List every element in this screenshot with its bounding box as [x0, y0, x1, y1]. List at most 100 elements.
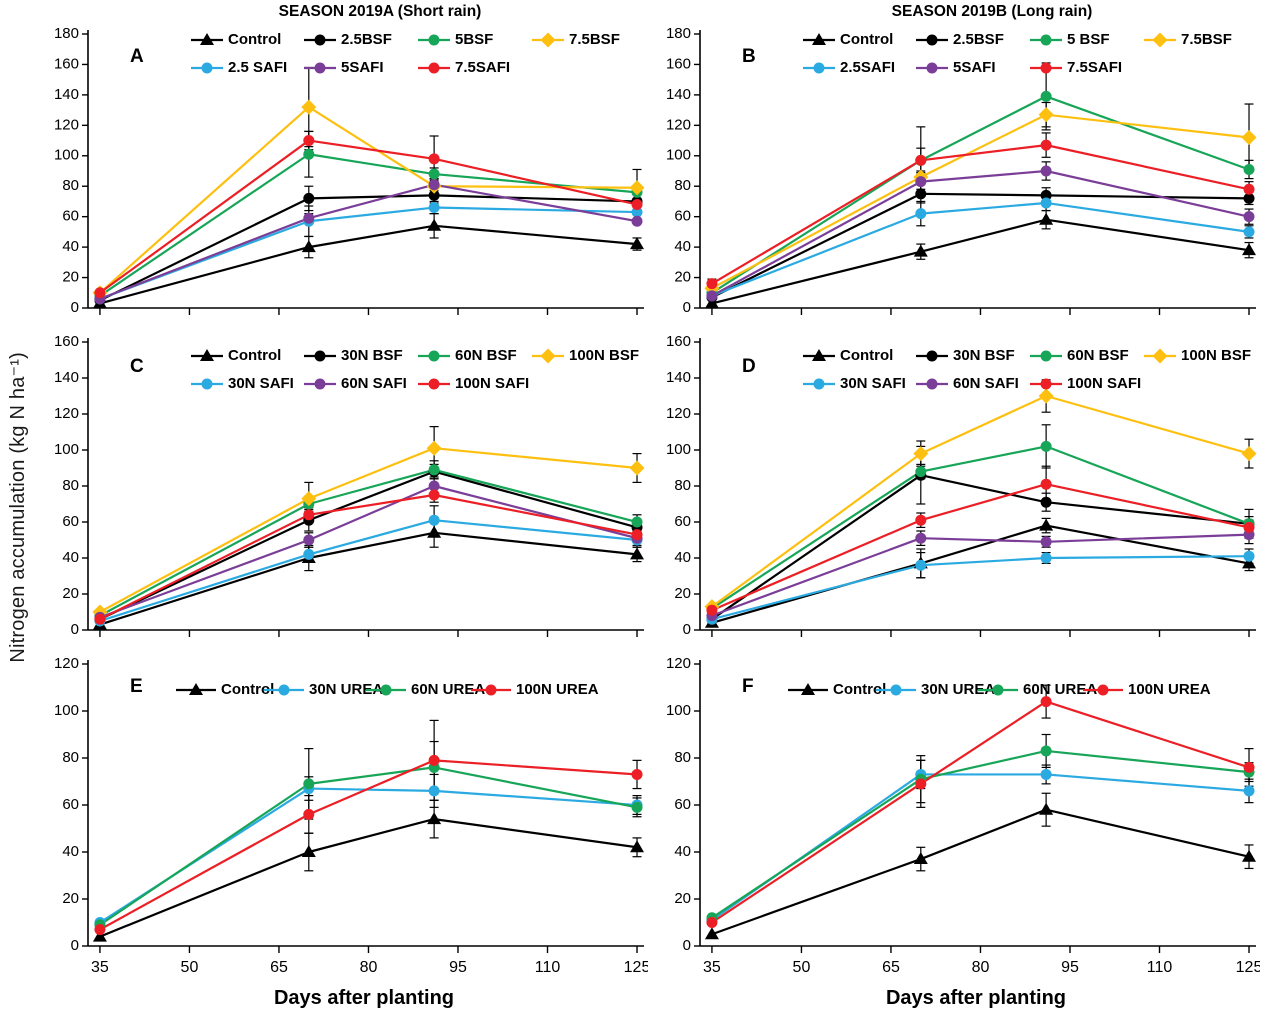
legend-label: Control	[228, 31, 281, 48]
y-tick-label: 40	[674, 549, 691, 566]
data-point-marker	[428, 785, 440, 797]
data-point-marker	[706, 917, 718, 928]
series-line-30N SAFI	[710, 555, 1251, 621]
panel-D: 0 20 40 60 80 100 120 140 160 D Control 30N BSF 60N …	[648, 322, 1260, 644]
panel-A: 0 20 40 60 80 100 120 140 160 180 SEASON 2019A (Sh…	[36, 0, 648, 322]
data-point-marker	[704, 927, 719, 940]
y-tick-label: 40	[62, 843, 79, 860]
legend-item-60N SAFI: 60N SAFI	[916, 375, 1019, 392]
data-point-marker	[1243, 183, 1255, 195]
data-point-marker	[426, 440, 442, 456]
data-point-marker	[1040, 90, 1052, 102]
y-tick-label: 140	[54, 86, 79, 103]
data-point-marker	[427, 525, 442, 538]
data-point-marker	[629, 460, 645, 476]
legend-label: 60N UREA	[1023, 681, 1097, 698]
data-point-marker	[200, 33, 214, 45]
data-point-marker	[1040, 165, 1052, 177]
y-tick-label: 140	[54, 369, 79, 386]
legend-item-7.5SAFI: 7.5SAFI	[418, 59, 510, 76]
panel-b-chart: 0 20 40 60 80 100 120 140 160 180 SEASON 2019B (Lo…	[666, 3, 1257, 316]
legend-label: 60N BSF	[455, 347, 517, 364]
data-point-marker	[1040, 696, 1052, 708]
data-point-marker	[1242, 243, 1257, 256]
y-tick-label: 120	[666, 116, 691, 133]
y-tick-label: 60	[674, 513, 691, 530]
legend-item-100N SAFI: 100N SAFI	[418, 375, 529, 392]
legend-label: 30N SAFI	[228, 375, 294, 392]
data-point-marker	[915, 188, 927, 200]
series-line-7.5BSF	[710, 113, 1251, 290]
series-line-60N BSF	[710, 445, 1251, 610]
y-axis-label: Nitrogen accumulation (kg N ha⁻¹)	[7, 351, 29, 663]
data-point-marker	[1243, 211, 1255, 223]
series-line-60N UREA	[710, 749, 1251, 919]
data-point-marker	[1039, 802, 1054, 815]
data-point-marker	[303, 534, 315, 546]
data-point-marker	[427, 218, 442, 231]
data-point-marker	[1040, 536, 1052, 548]
y-tick-label: 0	[683, 299, 691, 316]
series-line-7.5SAFI	[98, 139, 639, 294]
panel-e-chart: 0 20 40 60 80 100 120 35 50 65 80 95 110 125 Days afte…	[54, 655, 648, 1009]
panel-letter: E	[130, 676, 143, 697]
data-point-marker	[314, 34, 326, 46]
y-tick-label: 80	[62, 749, 79, 766]
data-point-marker	[813, 378, 825, 390]
x-tick-label: 110	[1147, 959, 1173, 976]
y-tick-label: 20	[62, 585, 79, 602]
series-markers	[704, 388, 1257, 628]
data-point-marker	[301, 240, 316, 253]
data-point-marker	[812, 349, 826, 361]
legend: Control 2.5BSF 5 BSF 7.5BSF 2.5SAFI 5SAFI 7.5S…	[803, 31, 1232, 76]
series-line-100N UREA	[98, 759, 639, 931]
series-line-100N BSF	[98, 447, 639, 614]
data-point-marker	[890, 684, 902, 696]
panel-c-chart: 0 20 40 60 80 100 120 140 160 C Control 30N BSF 60N …	[54, 333, 645, 638]
panel-letter: A	[130, 46, 144, 67]
data-point-marker	[428, 350, 440, 362]
series-line-5SAFI	[710, 169, 1251, 297]
legend-item-Control: Control	[191, 347, 281, 364]
data-point-marker	[1040, 139, 1052, 151]
y-tick-label: 100	[666, 147, 691, 164]
legend: Control 30N UREA 60N UREA 100N UREA	[788, 681, 1211, 698]
panel-d-chart: 0 20 40 60 80 100 120 140 160 D Control 30N BSF 60N …	[666, 333, 1257, 638]
legend-item-Control: Control	[191, 31, 281, 48]
series-markers	[704, 696, 1257, 940]
data-point-marker	[1243, 785, 1255, 797]
legend-label: 7.5SAFI	[455, 59, 510, 76]
data-point-marker	[201, 62, 213, 74]
data-point-marker	[631, 215, 643, 227]
data-point-marker	[428, 179, 440, 191]
data-point-marker	[1243, 550, 1255, 562]
data-point-marker	[913, 446, 929, 462]
series-line-2.5SAFI	[710, 201, 1251, 297]
series-line-5 BSF	[710, 95, 1251, 294]
y-tick-label: 0	[683, 937, 691, 954]
data-point-marker	[92, 929, 107, 942]
data-point-marker	[1152, 348, 1168, 364]
legend-item-7.5BSF: 7.5BSF	[1144, 31, 1232, 48]
series-line-Control	[98, 818, 639, 938]
y-tick-label: 80	[62, 177, 79, 194]
legend-label: 100N BSF	[1181, 347, 1251, 364]
legend-item-5 BSF: 5 BSF	[1030, 31, 1110, 48]
series-line-100N UREA	[710, 700, 1251, 924]
legend-item-30N UREA: 30N UREA	[876, 681, 995, 698]
data-point-marker	[278, 684, 290, 696]
data-point-marker	[1040, 34, 1052, 46]
legend-item-Control: Control	[788, 681, 886, 698]
legend-label: 100N UREA	[1128, 681, 1211, 698]
data-point-marker	[94, 924, 106, 936]
data-point-marker	[812, 33, 826, 45]
x-tick-label: 80	[360, 959, 378, 976]
legend-label: 2.5BSF	[341, 31, 392, 48]
data-point-marker	[303, 509, 315, 521]
legend-label: 100N SAFI	[1067, 375, 1141, 392]
y-tick-label: 60	[674, 208, 691, 225]
panel-letter: D	[742, 356, 756, 377]
y-tick-label: 180	[54, 25, 79, 42]
y-tick-label: 40	[62, 549, 79, 566]
y-tick-label: 160	[666, 55, 691, 72]
